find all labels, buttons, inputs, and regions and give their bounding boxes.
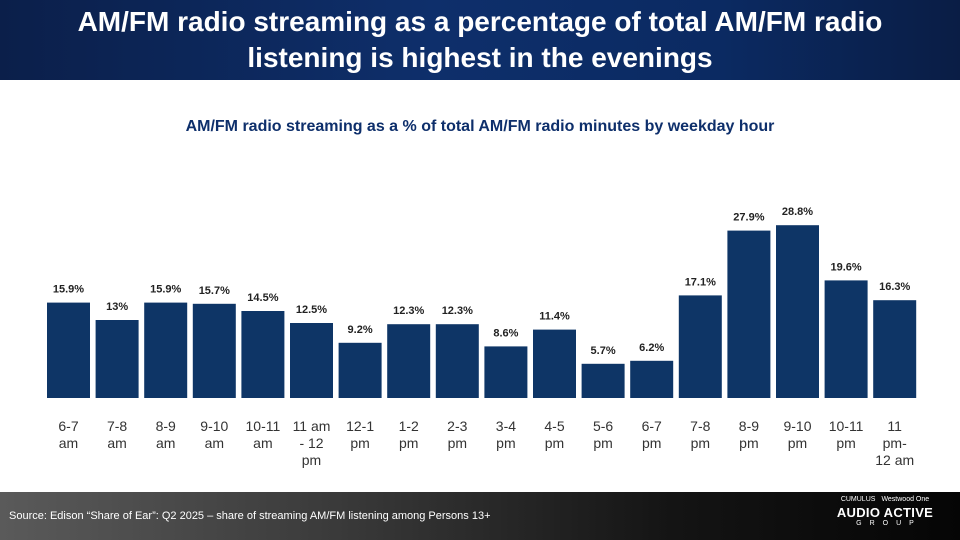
category-label-18: 11 pm-12 am — [875, 418, 914, 468]
data-label-13: 6.2% — [639, 342, 664, 354]
logo-subtext: GROUP — [856, 520, 922, 527]
category-label-2: 7-8 am — [107, 418, 127, 451]
category-label-6: 11 am - 12 pm — [293, 418, 331, 468]
data-label-6: 12.5% — [296, 304, 327, 316]
data-label-2: 13% — [106, 301, 128, 313]
bar-3 — [144, 302, 188, 398]
category-label-5: 10-11 am — [246, 418, 281, 451]
data-label-3: 15.9% — [150, 284, 181, 296]
category-label-12: 5-6 pm — [593, 418, 613, 451]
category-label-8: 1-2 pm — [399, 418, 419, 451]
bar-13 — [630, 360, 674, 398]
footer-bar: Source: Edison “Share of Ear”: Q2 2025 –… — [0, 492, 960, 540]
source-note: Source: Edison “Share of Ear”: Q2 2025 –… — [9, 510, 491, 522]
title-banner: AM/FM radio streaming as a percentage of… — [0, 0, 960, 80]
bar-14 — [678, 295, 722, 398]
data-label-14: 17.1% — [685, 276, 716, 288]
bar-18 — [873, 300, 917, 398]
category-label-15: 8-9 pm — [739, 418, 759, 451]
data-label-9: 12.3% — [442, 305, 473, 317]
category-label-7: 12-1 pm — [346, 418, 374, 451]
chart-title: AM/FM radio streaming as a % of total AM… — [185, 118, 775, 135]
bar-15 — [727, 230, 771, 398]
bar-11 — [533, 329, 576, 398]
category-label-1: 6-7 am — [58, 418, 78, 451]
data-label-15: 27.9% — [733, 212, 764, 224]
category-label-9: 2-3 pm — [447, 418, 467, 451]
westwood-one-logo-text: Westwood One — [881, 496, 930, 503]
bar-16 — [776, 225, 819, 398]
bar-8 — [387, 324, 431, 398]
category-label-3: 8-9 am — [156, 418, 176, 451]
bar-17 — [824, 280, 868, 398]
audio-active-group-logo: CUMULUS Westwood One AUDIO ACTIVE GROUP — [820, 496, 950, 536]
data-label-8: 12.3% — [393, 305, 424, 317]
logo-partner-names: CUMULUS Westwood One — [820, 496, 950, 503]
cumulus-logo-text: CUMULUS — [840, 496, 876, 503]
bar-10 — [484, 346, 528, 398]
bar-9 — [435, 324, 479, 398]
data-label-5: 14.5% — [247, 292, 278, 304]
data-label-10: 8.6% — [493, 327, 518, 339]
slide-title: AM/FM radio streaming as a percentage of… — [77, 6, 883, 73]
data-label-12: 5.7% — [591, 345, 616, 357]
data-label-1: 15.9% — [53, 284, 84, 296]
logo-wordmark: AUDIO ACTIVE — [836, 505, 934, 520]
bar-7 — [338, 342, 382, 398]
category-label-10: 3-4 pm — [496, 418, 516, 451]
category-label-16: 9-10 pm — [783, 418, 811, 451]
category-label-13: 6-7 pm — [642, 418, 662, 451]
data-label-11: 11.4% — [539, 311, 570, 323]
bar-12 — [581, 363, 625, 398]
data-label-18: 16.3% — [879, 281, 910, 293]
category-label-17: 10-11 pm — [829, 418, 864, 451]
data-label-7: 9.2% — [348, 324, 373, 336]
category-label-4: 9-10 am — [200, 418, 228, 451]
category-label-14: 7-8 pm — [690, 418, 710, 451]
category-label-11: 4-5 pm — [544, 418, 564, 451]
data-label-17: 19.6% — [830, 261, 861, 273]
bar-6 — [290, 323, 333, 398]
bar-chart: 15.9% 6-7 am 13% 7-8 am 15.9% 8-9 am 15.7% 9-10 am 1… — [47, 206, 917, 468]
bar-4 — [192, 303, 236, 398]
bar-5 — [241, 311, 285, 398]
bar-1 — [47, 302, 90, 398]
bar-2 — [95, 320, 139, 398]
data-label-4: 15.7% — [199, 285, 230, 297]
data-label-16: 28.8% — [782, 206, 813, 218]
